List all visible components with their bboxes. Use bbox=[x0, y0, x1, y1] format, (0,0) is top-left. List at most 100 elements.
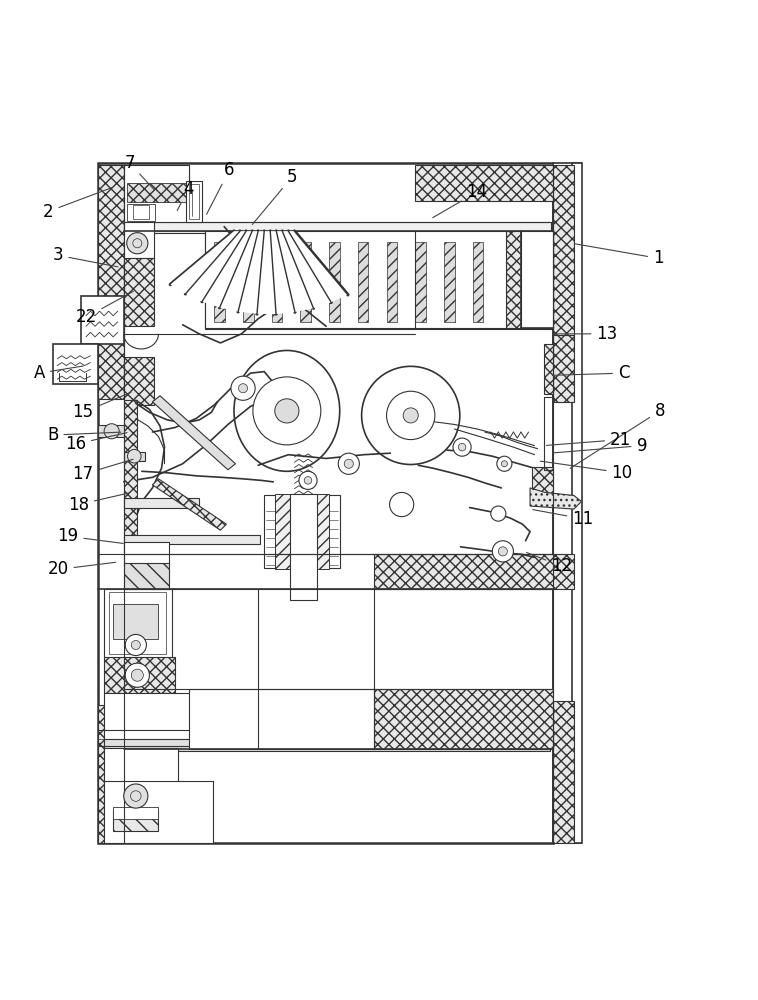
Text: A: A bbox=[33, 364, 83, 382]
Text: 17: 17 bbox=[73, 459, 133, 483]
Bar bbox=[572, 163, 582, 843]
Text: 5: 5 bbox=[252, 168, 297, 224]
Bar bbox=[124, 542, 169, 565]
Bar bbox=[124, 400, 137, 554]
Text: 6: 6 bbox=[207, 161, 235, 214]
Circle shape bbox=[390, 492, 414, 517]
Bar bbox=[531, 467, 553, 497]
Circle shape bbox=[299, 471, 317, 489]
Circle shape bbox=[127, 233, 148, 254]
Bar bbox=[553, 163, 581, 843]
Polygon shape bbox=[220, 231, 258, 312]
Polygon shape bbox=[282, 231, 331, 308]
Polygon shape bbox=[186, 231, 246, 302]
Text: 3: 3 bbox=[53, 246, 118, 267]
Circle shape bbox=[127, 449, 141, 463]
Circle shape bbox=[501, 461, 507, 467]
Polygon shape bbox=[271, 231, 295, 314]
Circle shape bbox=[253, 377, 321, 445]
Polygon shape bbox=[202, 231, 252, 308]
Bar bbox=[99, 165, 189, 201]
Circle shape bbox=[344, 459, 353, 468]
Bar bbox=[113, 807, 158, 819]
Text: 11: 11 bbox=[533, 510, 594, 528]
Bar bbox=[444, 242, 455, 322]
Polygon shape bbox=[152, 479, 227, 530]
Text: 1: 1 bbox=[575, 244, 664, 267]
Circle shape bbox=[124, 784, 148, 808]
Bar bbox=[374, 689, 553, 749]
Circle shape bbox=[459, 443, 466, 451]
Text: 8: 8 bbox=[570, 402, 666, 468]
Bar bbox=[124, 222, 551, 233]
Bar bbox=[98, 163, 553, 843]
Bar bbox=[186, 181, 202, 222]
Bar bbox=[387, 242, 397, 322]
Bar bbox=[272, 242, 282, 322]
Circle shape bbox=[104, 424, 119, 439]
Text: 16: 16 bbox=[65, 433, 127, 453]
Bar bbox=[374, 554, 574, 589]
Text: 2: 2 bbox=[43, 188, 112, 221]
Circle shape bbox=[275, 399, 299, 423]
Bar bbox=[113, 810, 158, 831]
Circle shape bbox=[338, 453, 359, 474]
Circle shape bbox=[125, 663, 149, 687]
Bar bbox=[290, 494, 317, 600]
Bar bbox=[124, 498, 199, 508]
Bar bbox=[127, 183, 186, 202]
Circle shape bbox=[304, 477, 312, 484]
Circle shape bbox=[125, 634, 146, 656]
Bar bbox=[98, 165, 124, 399]
Bar bbox=[124, 563, 169, 589]
Bar bbox=[53, 344, 98, 384]
Polygon shape bbox=[288, 231, 348, 302]
Bar bbox=[265, 495, 340, 568]
Polygon shape bbox=[238, 231, 265, 314]
Circle shape bbox=[490, 506, 506, 521]
Polygon shape bbox=[152, 396, 236, 470]
Circle shape bbox=[239, 384, 248, 393]
Bar bbox=[215, 242, 225, 322]
Circle shape bbox=[131, 640, 140, 650]
Bar bbox=[133, 205, 149, 219]
Text: 4: 4 bbox=[177, 180, 194, 211]
Bar bbox=[415, 165, 553, 201]
Text: 12: 12 bbox=[527, 552, 572, 575]
Circle shape bbox=[403, 408, 418, 423]
Text: 18: 18 bbox=[68, 493, 129, 514]
Polygon shape bbox=[276, 231, 314, 312]
Bar bbox=[521, 231, 553, 328]
Bar bbox=[104, 657, 175, 693]
Bar bbox=[124, 165, 189, 222]
Bar bbox=[473, 242, 483, 322]
Bar bbox=[358, 242, 368, 322]
Bar bbox=[104, 693, 271, 749]
Text: 9: 9 bbox=[553, 437, 647, 455]
Text: 7: 7 bbox=[124, 154, 155, 190]
Bar bbox=[553, 335, 574, 402]
Bar bbox=[329, 242, 340, 322]
Text: 15: 15 bbox=[73, 392, 131, 421]
Text: 22: 22 bbox=[75, 291, 133, 326]
Circle shape bbox=[498, 547, 507, 556]
Text: 13: 13 bbox=[553, 325, 618, 343]
Polygon shape bbox=[257, 231, 276, 314]
Bar bbox=[553, 165, 574, 337]
Bar bbox=[124, 452, 145, 461]
Text: 10: 10 bbox=[540, 461, 633, 482]
Circle shape bbox=[131, 669, 143, 681]
Bar bbox=[189, 184, 199, 219]
Polygon shape bbox=[171, 231, 240, 294]
Bar bbox=[98, 705, 124, 843]
Bar bbox=[104, 589, 172, 659]
Bar bbox=[243, 242, 254, 322]
Bar bbox=[113, 604, 158, 639]
Bar bbox=[124, 258, 154, 326]
Bar bbox=[415, 242, 426, 322]
Text: B: B bbox=[47, 426, 121, 444]
Bar bbox=[124, 357, 154, 405]
Bar bbox=[104, 781, 213, 843]
Circle shape bbox=[496, 456, 512, 471]
Polygon shape bbox=[530, 488, 581, 509]
